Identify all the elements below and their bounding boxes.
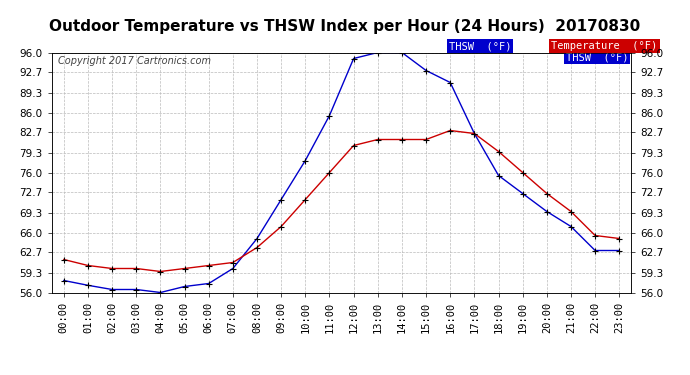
Text: Copyright 2017 Cartronics.com: Copyright 2017 Cartronics.com [57, 56, 210, 66]
Text: Outdoor Temperature vs THSW Index per Hour (24 Hours)  20170830: Outdoor Temperature vs THSW Index per Ho… [50, 19, 640, 34]
Text: Temperature  (°F): Temperature (°F) [551, 41, 658, 51]
Text: THSW  (°F): THSW (°F) [566, 53, 629, 63]
Text: THSW  (°F): THSW (°F) [448, 41, 511, 51]
